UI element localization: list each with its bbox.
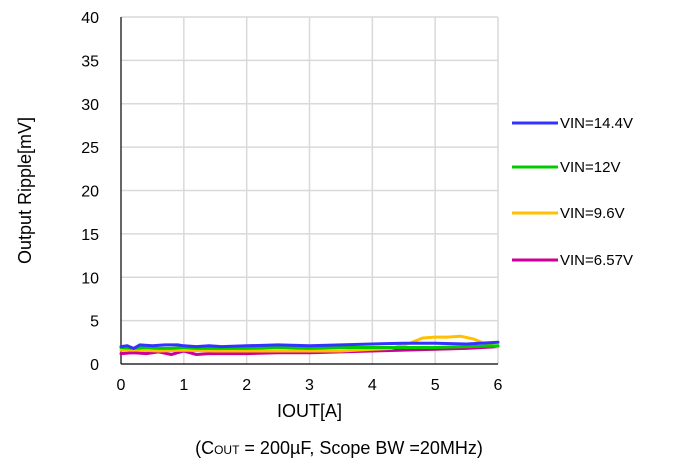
data-series bbox=[119, 334, 500, 356]
y-tick-label: 5 bbox=[90, 314, 99, 331]
tick-labels: 0 1 2 3 4 5 6 0 5 10 15 20 25 30 35 40 bbox=[81, 10, 502, 394]
x-tick-label: 2 bbox=[242, 377, 251, 394]
x-tick-label: 3 bbox=[305, 377, 314, 394]
y-tick-label: 35 bbox=[81, 53, 99, 70]
y-tick-label: 40 bbox=[81, 10, 99, 27]
y-tick-label: 20 bbox=[81, 184, 99, 201]
chart-caption: (COUT = 200µF, Scope BW =20MHz) bbox=[0, 438, 678, 459]
series-line bbox=[119, 344, 500, 350]
x-axis-title: IOUT[A] bbox=[277, 401, 342, 421]
x-tick-label: 5 bbox=[431, 377, 440, 394]
x-tick-label: 6 bbox=[494, 377, 503, 394]
chart-axes bbox=[120, 17, 498, 365]
series-line bbox=[119, 334, 500, 353]
legend-label: VIN=9.6V bbox=[560, 205, 625, 222]
caption-suffix: = 200µF, Scope BW =20MHz) bbox=[239, 438, 483, 458]
caption-subscript: OUT bbox=[214, 443, 240, 457]
x-tick-label: 4 bbox=[368, 377, 377, 394]
y-tick-label: 0 bbox=[90, 357, 99, 374]
legend-label: VIN=14.4V bbox=[560, 115, 633, 132]
series-line bbox=[119, 340, 500, 350]
y-tick-label: 30 bbox=[81, 97, 99, 114]
legend-label: VIN=6.57V bbox=[560, 252, 633, 269]
chart-grid bbox=[121, 16, 499, 364]
legend-label: VIN=12V bbox=[560, 159, 620, 176]
x-tick-label: 1 bbox=[179, 377, 188, 394]
y-tick-label: 25 bbox=[81, 140, 99, 157]
caption-prefix: (C bbox=[195, 438, 215, 458]
y-tick-label: 15 bbox=[81, 227, 99, 244]
y-axis-title: Output Ripple[mV] bbox=[15, 117, 35, 264]
x-tick-label: 0 bbox=[117, 377, 126, 394]
y-tick-label: 10 bbox=[81, 270, 99, 287]
chart-legend: VIN=14.4V VIN=12V VIN=9.6V VIN=6.57V bbox=[512, 115, 633, 269]
